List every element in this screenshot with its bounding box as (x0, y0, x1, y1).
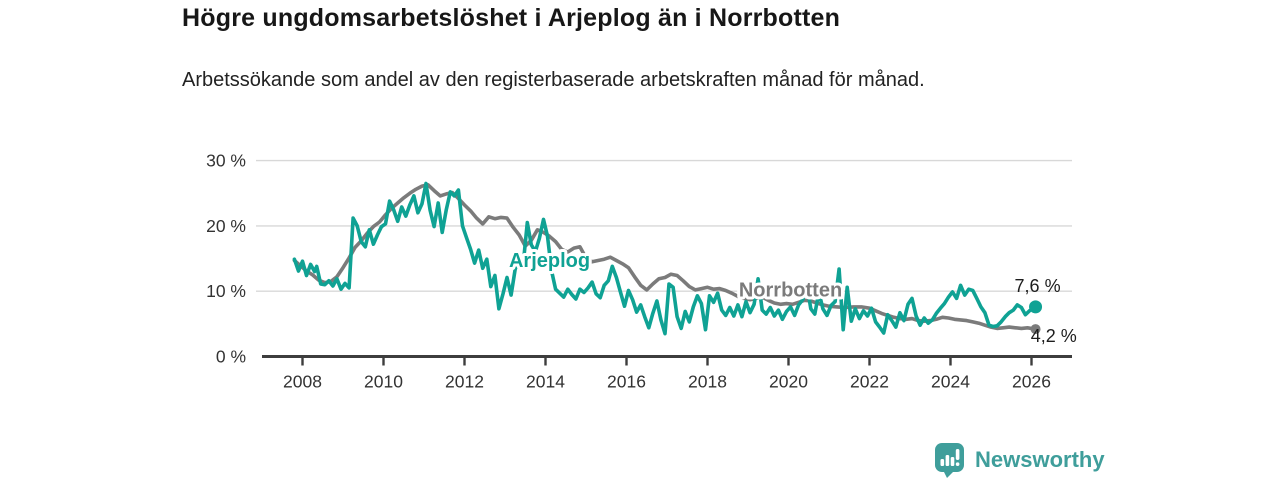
x-axis-tick-label: 2014 (526, 372, 565, 392)
y-axis-tick-label: 0 % (216, 347, 246, 367)
end-value-label: 4,2 % (1031, 326, 1077, 346)
page-title: Högre ungdomsarbetslöshet i Arjeplog än … (182, 4, 841, 32)
y-axis-tick-label: 20 % (206, 216, 246, 236)
x-axis-tick-label: 2018 (688, 372, 727, 392)
page-subtitle: Arbetssökande som andel av den registerb… (182, 69, 925, 91)
newsworthy-branding: Newsworthy (933, 441, 1105, 478)
x-axis-tick-label: 2010 (364, 372, 403, 392)
x-axis-tick-label: 2026 (1012, 372, 1051, 392)
newsworthy-brand-text: Newsworthy (975, 446, 1105, 472)
series-end-dot-norrbotten (1030, 324, 1041, 335)
series-line-arjeplog (292, 181, 1038, 336)
x-axis-tick-label: 2022 (850, 372, 889, 392)
x-axis-tick-label: 2016 (607, 372, 646, 392)
y-axis-tick-label: 10 % (206, 281, 246, 301)
series-line-norrbotten (292, 183, 1038, 331)
x-axis-tick-label: 2024 (931, 372, 970, 392)
series-end-dot-arjeplog (1029, 300, 1043, 314)
series-label-arjeplog: Arjeplog (509, 250, 590, 272)
x-axis-tick-label: 2012 (445, 372, 484, 392)
x-axis-tick-label: 2020 (769, 372, 808, 392)
y-axis-tick-label: 30 % (206, 151, 246, 171)
newsworthy-logo-icon (935, 443, 964, 478)
end-value-label: 7,6 % (1015, 276, 1061, 296)
series-label-norrbotten: Norrbotten (739, 279, 842, 301)
x-axis-tick-label: 2008 (283, 372, 322, 392)
